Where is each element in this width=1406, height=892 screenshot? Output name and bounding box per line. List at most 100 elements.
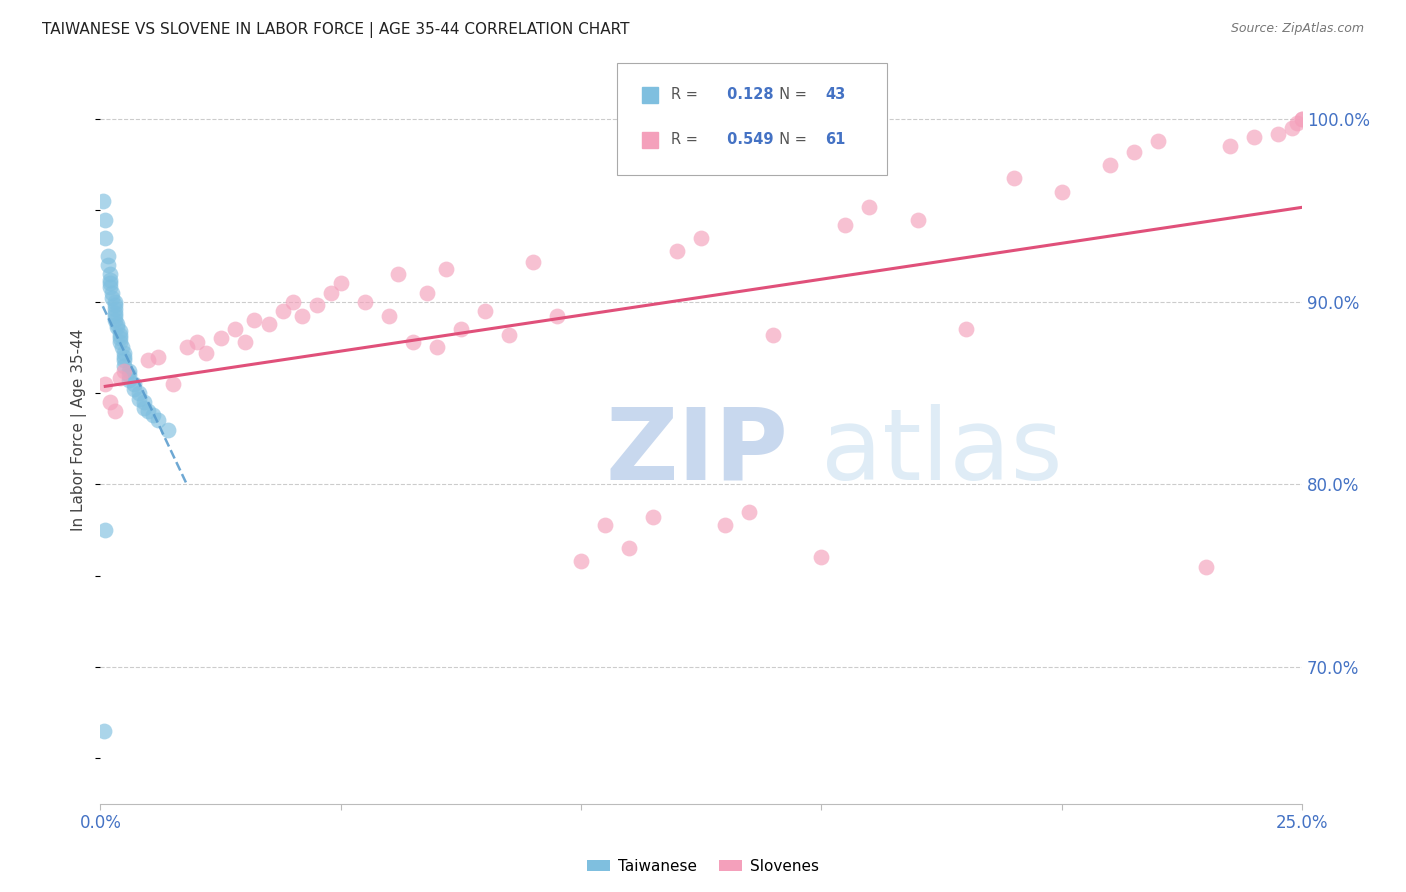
Point: [108, 327, 131, 342]
Point: [907, 212, 929, 227]
Text: TAIWANESE VS SLOVENE IN LABOR FORCE | AGE 35-44 CORRELATION CHART: TAIWANESE VS SLOVENE IN LABOR FORCE | AG…: [42, 22, 630, 38]
Point: [97, 258, 120, 272]
Point: [1291, 112, 1313, 126]
Point: [98, 395, 121, 409]
Y-axis label: In Labor Force | Age 35-44: In Labor Force | Age 35-44: [72, 328, 87, 531]
Point: [108, 324, 131, 338]
Point: [138, 404, 160, 418]
Point: [101, 291, 124, 305]
Point: [98, 277, 121, 291]
FancyBboxPatch shape: [617, 62, 887, 175]
Point: [209, 331, 232, 345]
Point: [569, 554, 592, 568]
Point: [955, 322, 977, 336]
Point: [105, 317, 128, 331]
Point: [104, 301, 127, 316]
Point: [122, 383, 145, 397]
Point: [858, 200, 880, 214]
Point: [104, 404, 127, 418]
Point: [281, 294, 304, 309]
Point: [271, 303, 294, 318]
Point: [714, 517, 737, 532]
Point: [114, 353, 136, 368]
Point: [387, 268, 409, 282]
Point: [104, 298, 127, 312]
Point: [690, 231, 713, 245]
Point: [738, 505, 761, 519]
Text: 43: 43: [825, 87, 845, 103]
Point: [522, 254, 544, 268]
Point: [118, 373, 141, 387]
Point: [128, 386, 150, 401]
Point: [762, 327, 785, 342]
Legend: Taiwanese, Slovenes: Taiwanese, Slovenes: [581, 853, 825, 880]
Text: N =: N =: [769, 132, 811, 147]
Point: [617, 541, 640, 556]
Point: [114, 346, 136, 360]
Point: [321, 285, 343, 300]
Point: [98, 273, 121, 287]
Text: 0.128: 0.128: [721, 87, 773, 103]
Point: [98, 280, 121, 294]
Text: N =: N =: [769, 87, 811, 103]
Text: R =: R =: [671, 132, 703, 147]
Point: [1147, 134, 1170, 148]
Point: [91, 194, 114, 209]
Point: [593, 517, 616, 532]
Point: [1219, 139, 1241, 153]
Point: [132, 401, 155, 415]
Point: [1002, 170, 1025, 185]
Point: [132, 395, 155, 409]
Point: [666, 244, 689, 258]
Point: [108, 371, 131, 385]
Point: [1267, 127, 1289, 141]
Point: [402, 334, 425, 349]
Point: [643, 510, 665, 524]
Point: [128, 392, 150, 406]
Text: atlas: atlas: [821, 403, 1063, 500]
Point: [104, 306, 127, 320]
Point: [94, 212, 117, 227]
Point: [436, 261, 458, 276]
Point: [104, 310, 127, 324]
Point: [1122, 145, 1144, 159]
Point: [1195, 559, 1218, 574]
Point: [233, 334, 256, 349]
Text: 0.549: 0.549: [721, 132, 773, 147]
Point: [474, 303, 496, 318]
Point: [305, 298, 328, 312]
Point: [1098, 158, 1121, 172]
Point: [1291, 112, 1313, 126]
Point: [114, 350, 136, 364]
Point: [1243, 130, 1265, 145]
Point: [291, 310, 314, 324]
Point: [122, 376, 145, 391]
Point: [243, 313, 266, 327]
Point: [138, 353, 160, 368]
Point: [114, 359, 136, 373]
Point: [146, 350, 169, 364]
Point: [104, 313, 127, 327]
Point: [162, 376, 184, 391]
Point: [416, 285, 439, 300]
Point: [353, 294, 375, 309]
Point: [105, 320, 128, 334]
Point: [98, 268, 121, 282]
Point: [111, 340, 134, 354]
Point: [834, 218, 856, 232]
Point: [257, 317, 280, 331]
Point: [146, 413, 169, 427]
Point: [426, 340, 449, 354]
Point: [114, 364, 136, 378]
Point: [142, 408, 165, 422]
Point: [378, 310, 401, 324]
Point: [94, 231, 117, 245]
Point: [97, 249, 120, 263]
Point: [329, 277, 352, 291]
Point: [118, 368, 141, 382]
Point: [498, 327, 520, 342]
Point: [224, 322, 246, 336]
Text: ZIP: ZIP: [605, 403, 787, 500]
Text: R =: R =: [671, 87, 703, 103]
Point: [195, 346, 218, 360]
